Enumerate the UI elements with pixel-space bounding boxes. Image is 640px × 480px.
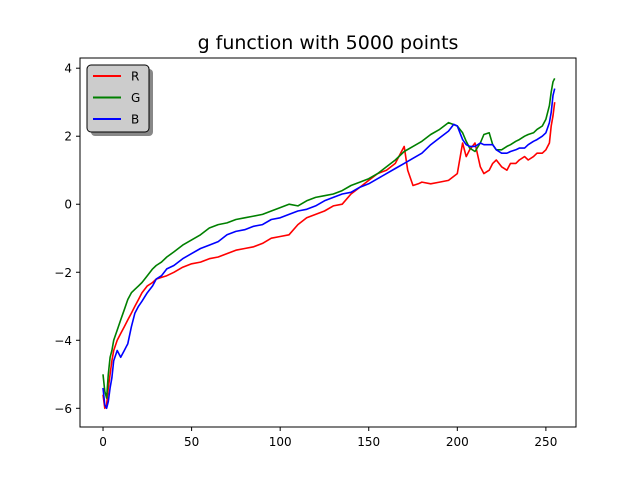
plot-frame [79,57,577,428]
y-tick-label: −2 [54,266,72,280]
x-tick-label: 250 [534,435,557,449]
y-tick-label: −6 [54,402,72,416]
legend-label-g: G [131,91,140,105]
series-lines [102,78,556,410]
x-tick-label: 200 [446,435,469,449]
y-tick-label: 0 [64,198,72,212]
series-line-r [102,102,556,410]
legend: RGB [86,64,153,136]
series-line-g [102,78,556,399]
x-tick-label: 50 [184,435,199,449]
legend-label-r: R [131,70,139,84]
y-tick-label: 2 [64,130,72,144]
axis-ticks: 0 50 100 150 200 250 −6 −4 −2 0 2 4 [54,62,557,449]
x-tick-label: 150 [357,435,380,449]
y-tick-label: 4 [64,62,72,76]
legend-label-b: B [131,113,139,127]
series-line-b [102,88,556,410]
x-tick-label: 100 [269,435,292,449]
x-tick-label: 0 [99,435,107,449]
chart-title: g function with 5000 points [198,32,459,54]
y-tick-label: −4 [54,334,72,348]
